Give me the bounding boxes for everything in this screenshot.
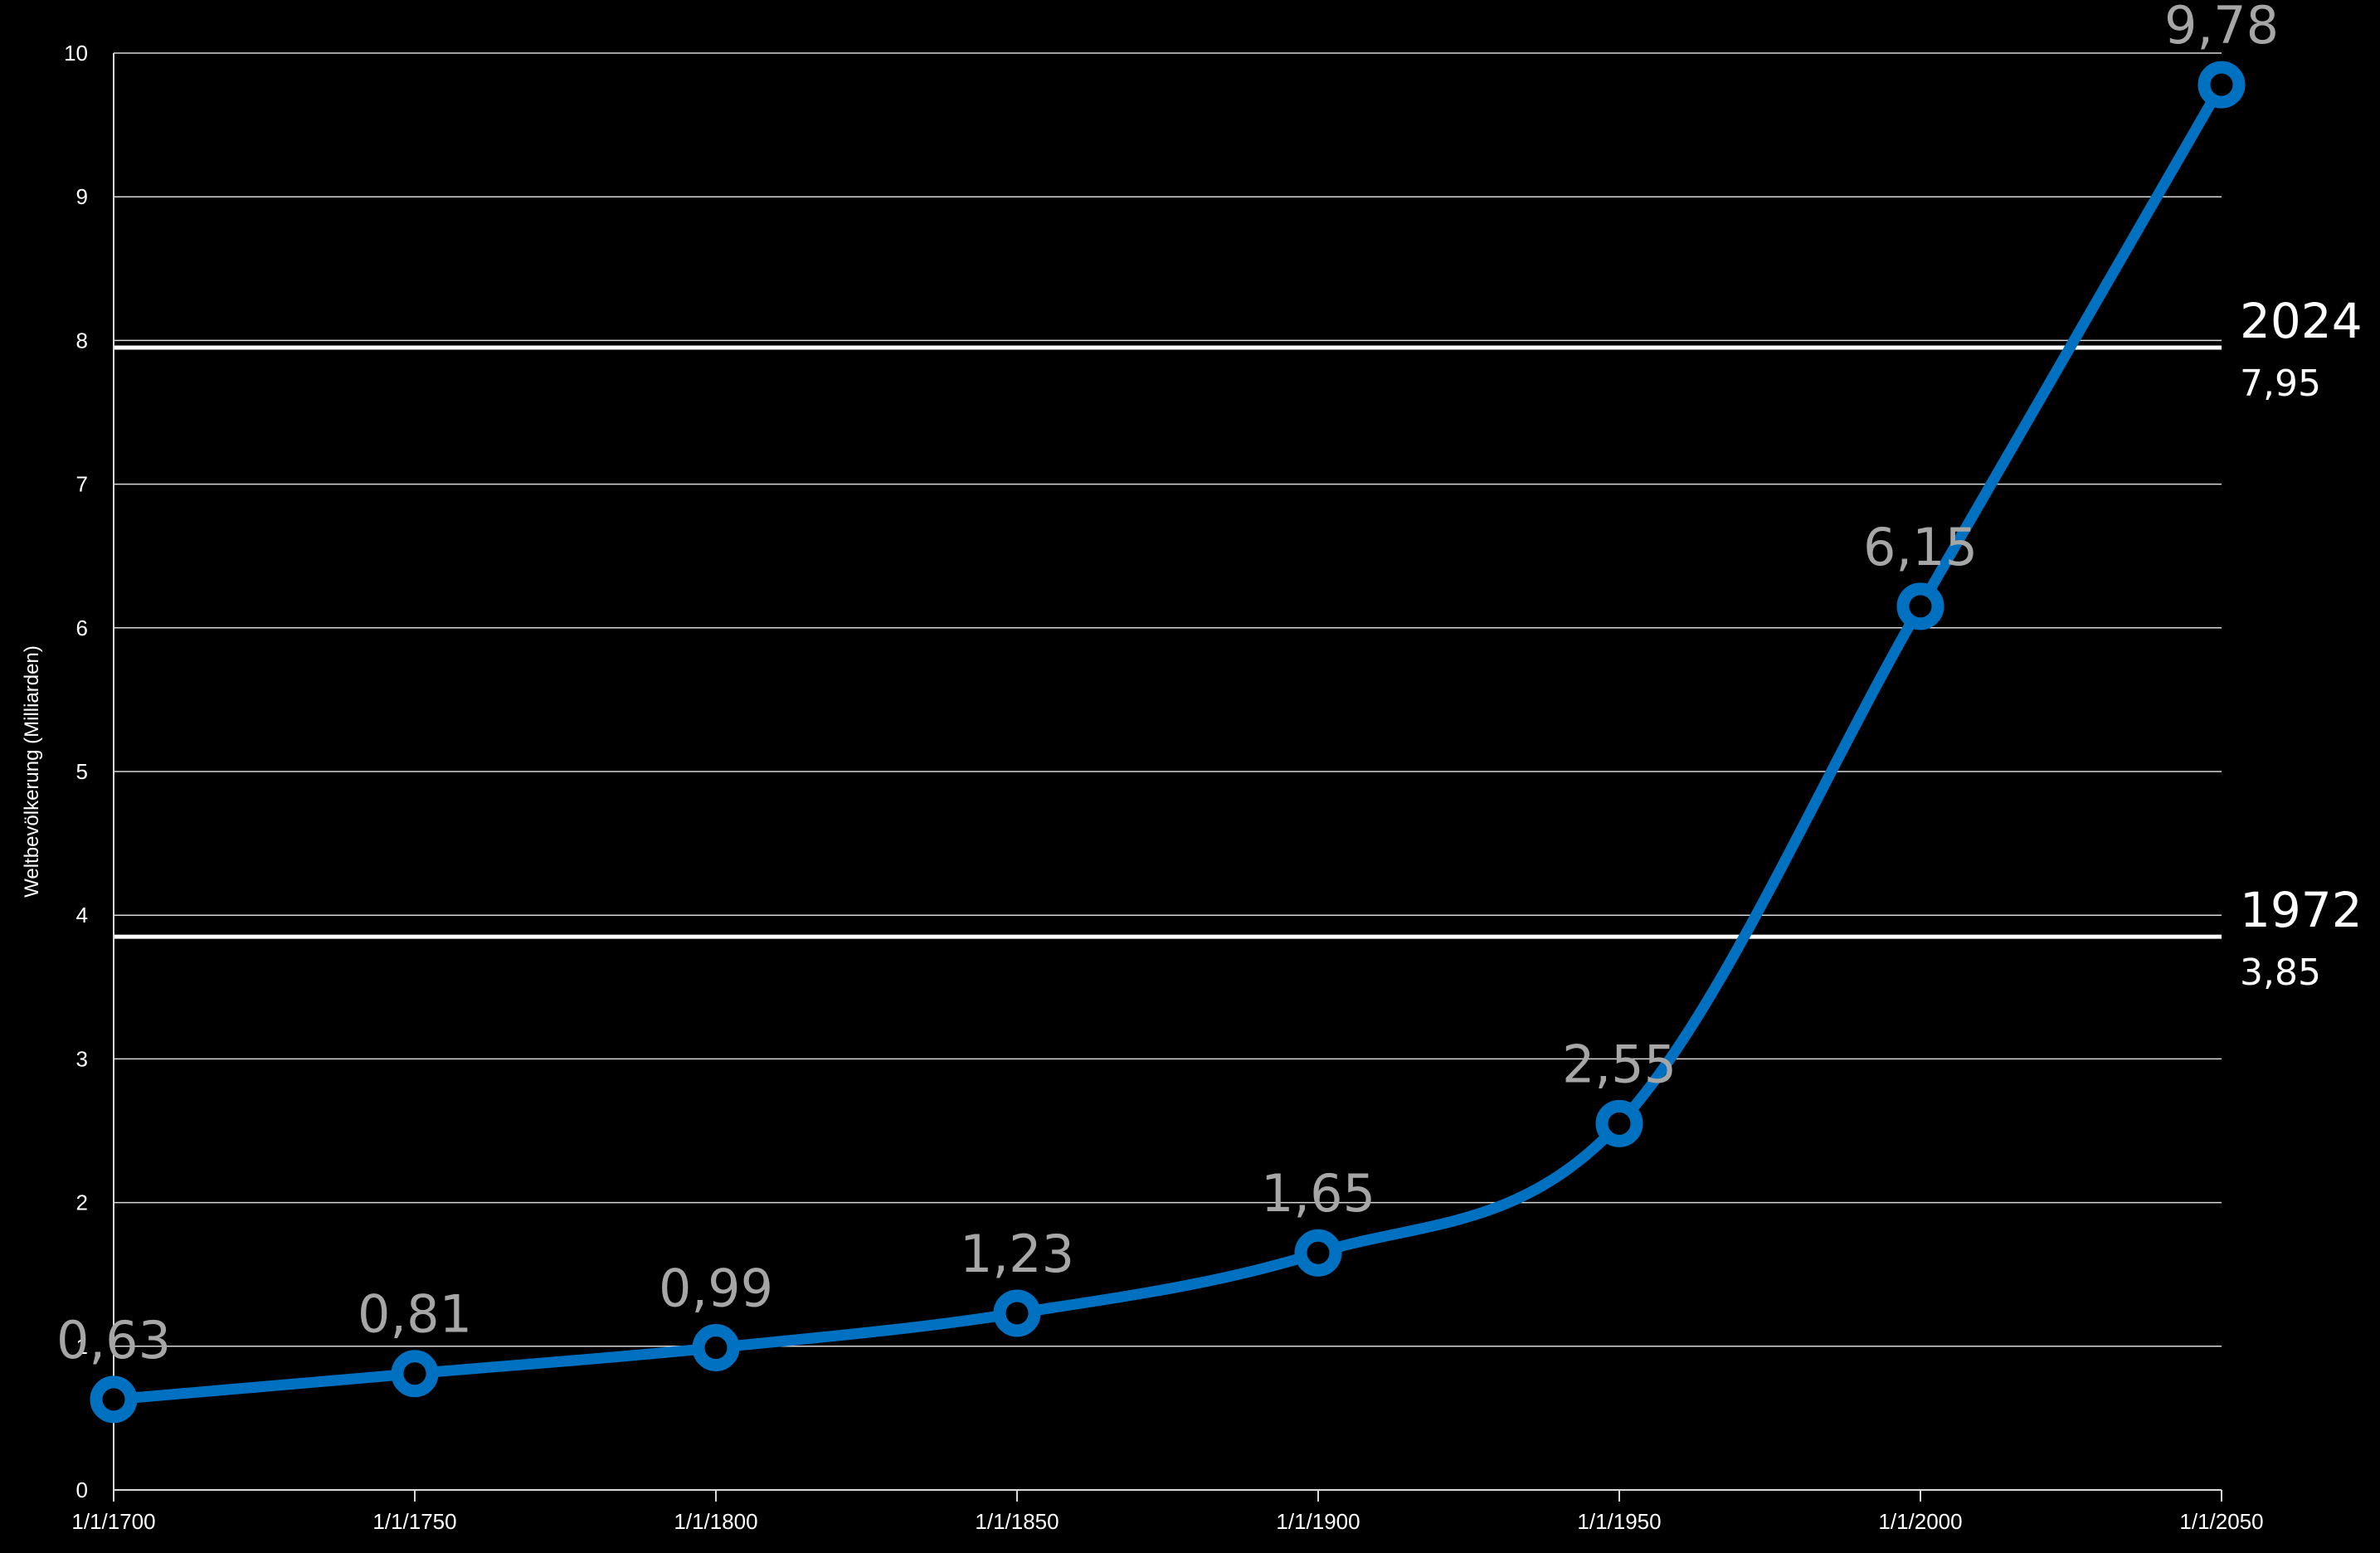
x-tick-label: 1/1/1800	[674, 1509, 757, 1534]
y-tick-label: 5	[76, 759, 88, 784]
x-tick-label: 1/1/1950	[1577, 1509, 1661, 1534]
data-point	[391, 1350, 439, 1398]
x-tick-label: 1/1/1700	[71, 1509, 155, 1534]
reference-year-label: 2024	[2240, 293, 2363, 349]
reference-value-label: 7,95	[2240, 363, 2321, 405]
data-label: 1,23	[960, 1224, 1074, 1284]
data-point	[993, 1289, 1041, 1337]
data-point	[90, 1375, 138, 1424]
data-label: 0,81	[358, 1284, 472, 1345]
y-tick-label: 8	[76, 328, 88, 353]
data-point	[1294, 1229, 1342, 1277]
y-tick-label: 7	[76, 472, 88, 497]
data-label: 2,55	[1562, 1034, 1677, 1094]
data-label: 9,78	[2164, 0, 2279, 56]
data-labels: 0,63 0,81 0,99 1,23 1,65 2,55 6,15 9,78	[56, 0, 2279, 1370]
y-tick-label: 0	[76, 1478, 88, 1502]
data-points	[90, 61, 2246, 1424]
reference-value-label: 3,85	[2240, 952, 2321, 994]
data-label: 6,15	[1863, 517, 1978, 577]
y-axis-title: Weltbevölkerung (Milliarden)	[21, 645, 43, 898]
x-tick-label: 1/1/2050	[2179, 1509, 2263, 1534]
data-point	[1896, 582, 1944, 630]
x-tick-label: 1/1/1850	[975, 1509, 1059, 1534]
y-tick-label: 2	[76, 1190, 88, 1215]
reference-lines	[114, 345, 2222, 939]
y-tick-label: 4	[76, 903, 88, 927]
data-point	[2197, 61, 2246, 109]
x-tick-label: 1/1/2000	[1878, 1509, 1962, 1534]
x-tick-label: 1/1/1900	[1276, 1509, 1360, 1534]
reference-labels: 1972 3,85 2024 7,95	[2240, 293, 2363, 994]
data-label: 1,65	[1261, 1163, 1375, 1224]
data-point	[1595, 1099, 1643, 1147]
y-tick-label: 10	[64, 41, 88, 66]
axes	[113, 53, 2222, 1502]
y-tick-label: 3	[76, 1046, 88, 1071]
y-tick-label: 6	[76, 616, 88, 640]
y-tick-label: 1	[76, 1334, 88, 1359]
data-point	[692, 1324, 740, 1372]
x-tick-labels: 1/1/1700 1/1/1750 1/1/1800 1/1/1850 1/1/1900…	[71, 1509, 2263, 1534]
y-tick-labels: 0 1 2 3 4 5 6 7 8 9 10	[64, 41, 88, 1502]
data-label: 0,63	[56, 1310, 171, 1370]
reference-year-label: 1972	[2240, 882, 2363, 938]
data-label: 0,99	[659, 1258, 773, 1319]
y-tick-label: 9	[76, 184, 88, 209]
x-tick-label: 1/1/1750	[372, 1509, 456, 1534]
gridlines	[114, 52, 2222, 1347]
